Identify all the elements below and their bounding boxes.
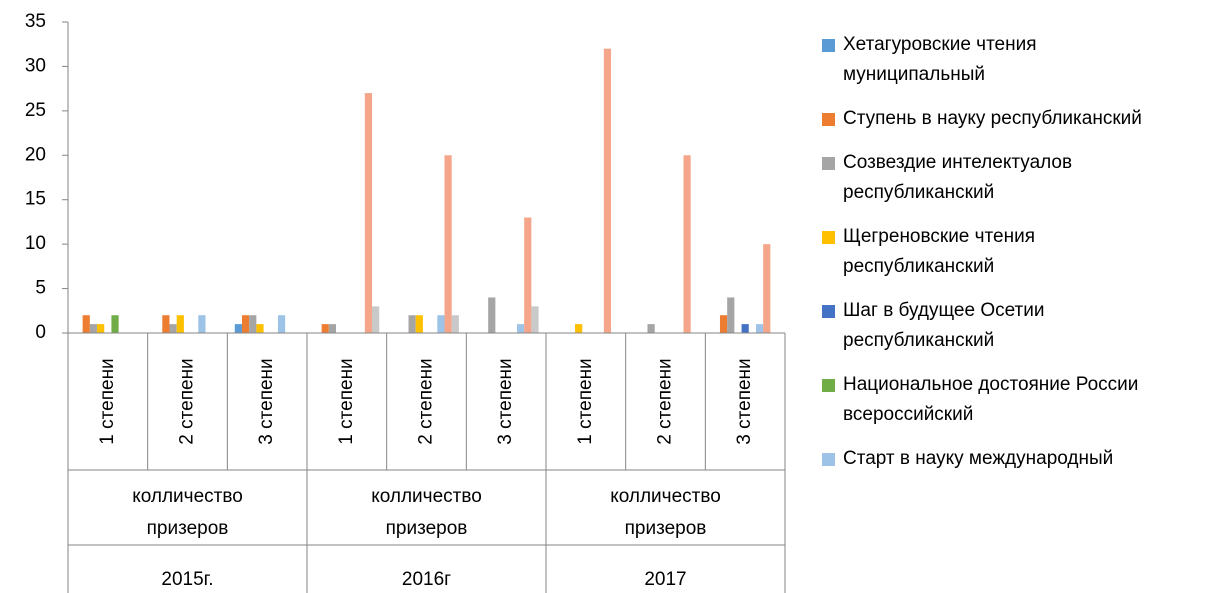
y-tick-label: 35: [25, 11, 46, 32]
bar: [444, 155, 452, 333]
bar: [89, 324, 98, 333]
bar: [451, 315, 459, 333]
legend: Хетагуровские чтения муниципальный Ступен…: [822, 30, 1222, 488]
bar: [241, 315, 250, 333]
legend-swatch: [822, 113, 835, 126]
x-tick-label: 3 степени: [734, 358, 755, 444]
legend-swatch: [822, 231, 835, 244]
y-tick-label: 30: [25, 55, 46, 76]
legend-label: Шаг в будущее Осетии республиканский: [843, 300, 1045, 351]
bar: [277, 315, 286, 333]
bar: [364, 93, 373, 333]
bar: [683, 155, 691, 333]
legend-item: Ступень в науку республиканский: [822, 104, 1222, 134]
bar: [755, 324, 764, 333]
x-tick-label: 3 степени: [256, 358, 277, 444]
y-tick-label: 5: [35, 278, 46, 299]
bar: [437, 315, 445, 333]
legend-label: Щегреновские чтения республиканский: [843, 226, 1036, 277]
legend-swatch: [822, 305, 835, 318]
bar: [321, 324, 329, 333]
year-label: 2017: [644, 569, 686, 590]
bar: [575, 324, 583, 333]
year-label: 2015г.: [161, 569, 213, 590]
bar: [169, 324, 177, 333]
group-label: колличество призеров: [371, 486, 482, 539]
legend-swatch: [822, 453, 835, 466]
bar: [249, 315, 257, 333]
bar: [162, 315, 170, 333]
x-tick-label: 1 степени: [97, 358, 118, 444]
legend-item: Старт в науку международный: [822, 444, 1222, 474]
legend-label: Старт в науку международный: [843, 448, 1114, 469]
legend-label: Национальное достояние России всероссийс…: [843, 374, 1139, 425]
bar: [647, 324, 655, 333]
bar: [256, 324, 264, 333]
bar: [82, 315, 90, 333]
legend-swatch: [822, 39, 835, 52]
bar: [719, 315, 728, 333]
bar: [763, 244, 771, 333]
bar: [234, 324, 242, 333]
legend-item: Созвездие интелектуалов республиканский: [822, 148, 1222, 208]
bar: [531, 306, 539, 333]
bar: [488, 297, 496, 333]
y-tick-label: 10: [25, 233, 46, 254]
bar: [603, 48, 612, 334]
bar: [727, 297, 735, 333]
y-tick-label: 25: [25, 100, 46, 121]
legend-swatch: [822, 379, 835, 392]
x-tick-label: 2 степени: [177, 358, 198, 444]
y-tick-label: 20: [25, 144, 46, 165]
bar: [516, 324, 525, 333]
x-tick-label: 2 степени: [416, 358, 437, 444]
legend-swatch: [822, 157, 835, 170]
bar: [524, 217, 532, 333]
x-tick-label: 3 степени: [495, 358, 516, 444]
legend-item: Щегреновские чтения республиканский: [822, 222, 1222, 282]
y-tick-label: 15: [25, 189, 46, 210]
legend-item: Хетагуровские чтения муниципальный: [822, 30, 1222, 90]
bar: [97, 324, 105, 333]
legend-label: Хетагуровские чтения муниципальный: [843, 34, 1037, 85]
x-tick-label: 1 степени: [336, 358, 357, 444]
group-label: колличество призеров: [132, 486, 243, 539]
year-label: 2016г: [402, 569, 451, 590]
group-label: колличество призеров: [610, 486, 721, 539]
bar: [328, 324, 337, 333]
bar: [111, 315, 119, 333]
legend-item: Национальное достояние России всероссийс…: [822, 370, 1222, 430]
legend-item: Шаг в будущее Осетии республиканский: [822, 296, 1222, 356]
bar: [408, 315, 416, 333]
bar: [372, 306, 380, 333]
bar: [176, 315, 184, 333]
x-tick-label: 2 степени: [655, 358, 676, 444]
bar: [415, 315, 423, 333]
bar: [741, 324, 749, 333]
legend-label: Ступень в науку республиканский: [843, 108, 1142, 129]
bar: [198, 315, 206, 333]
y-tick-label: 0: [35, 322, 46, 343]
x-tick-label: 1 степени: [575, 358, 596, 444]
legend-label: Созвездие интелектуалов республиканский: [843, 152, 1073, 203]
